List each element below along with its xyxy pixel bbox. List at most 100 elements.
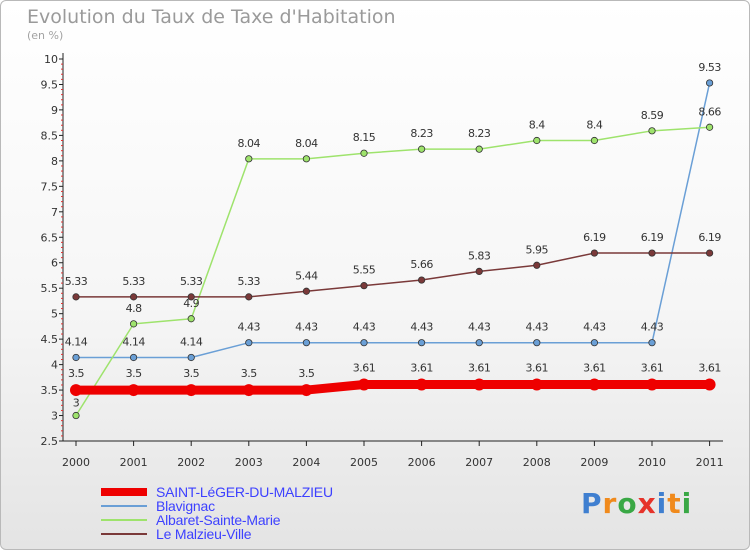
legend-swatch-albaret	[101, 519, 147, 521]
data-point	[648, 249, 656, 257]
legend-label-albaret: Albaret-Sainte-Marie	[156, 512, 281, 528]
data-point	[648, 127, 656, 135]
data-point	[72, 411, 80, 420]
data-point	[588, 378, 601, 391]
data-label: 5.44	[295, 269, 318, 282]
logo-letter: o	[617, 487, 638, 520]
data-point	[417, 145, 426, 153]
data-point	[475, 145, 483, 153]
legend-label-blavignac: Blavignac	[156, 498, 215, 514]
data-point	[302, 287, 310, 295]
x-tick-label: 2004	[292, 456, 320, 469]
data-label: 8.23	[468, 127, 491, 140]
data-point	[187, 315, 195, 323]
data-point	[127, 384, 140, 397]
y-tick-label: 7.5	[41, 180, 59, 193]
data-label: 4.14	[122, 335, 145, 348]
data-label: 3.5	[241, 367, 257, 380]
data-label: 3.61	[698, 361, 721, 374]
data-point	[302, 155, 310, 163]
data-point	[72, 353, 80, 362]
y-tick-label: 8.5	[41, 129, 59, 142]
data-label: 4.8	[126, 302, 142, 315]
data-label: 8.59	[641, 109, 664, 122]
data-point	[70, 384, 82, 397]
data-label: 4.43	[410, 321, 433, 334]
data-label: 3.61	[526, 361, 549, 374]
data-label: 9.53	[698, 61, 721, 74]
y-tick-label: 7	[51, 206, 58, 219]
data-point	[302, 339, 310, 347]
data-label: 3.61	[583, 361, 606, 374]
data-label: 6.19	[641, 231, 664, 244]
x-tick-label: 2002	[177, 456, 205, 469]
series-line-3	[76, 252, 710, 298]
x-tick-label: 2008	[523, 456, 551, 469]
x-tick-label: 2003	[235, 456, 263, 469]
data-label: 3.61	[410, 361, 433, 374]
legend-label-le-malzieu: Le Malzieu-Ville	[156, 526, 252, 542]
data-label: 6.19	[583, 231, 606, 244]
series-line-0	[76, 379, 710, 395]
data-label: 3.5	[68, 367, 84, 380]
data-point	[245, 293, 253, 301]
y-tick-label: 8	[51, 155, 58, 168]
data-point	[473, 378, 486, 391]
data-point	[72, 293, 80, 301]
data-point	[415, 378, 428, 391]
data-point	[358, 378, 370, 391]
data-label: 4.43	[641, 321, 664, 334]
data-point	[703, 378, 716, 391]
data-point	[705, 123, 714, 131]
data-label: 4.14	[180, 335, 203, 348]
data-point	[417, 276, 426, 284]
data-label: 5.33	[180, 275, 203, 288]
x-tick-label: 2007	[465, 456, 493, 469]
data-label: 8.23	[410, 127, 433, 140]
x-tick-label: 2001	[120, 456, 148, 469]
logo-letter: t	[667, 487, 682, 520]
data-label: 4.43	[353, 321, 376, 334]
data-point	[590, 136, 599, 145]
data-point	[417, 339, 426, 347]
logo-letter: x	[637, 487, 657, 520]
data-label: 4.43	[238, 321, 261, 334]
data-point	[130, 293, 138, 301]
y-tick-label: 9	[51, 104, 58, 117]
data-point	[245, 155, 253, 163]
y-tick-label: 5.5	[41, 282, 59, 295]
data-point	[300, 384, 313, 397]
data-point	[530, 378, 543, 391]
logo-letter: P	[581, 487, 603, 520]
data-point	[590, 249, 599, 257]
data-label: 5.95	[526, 243, 549, 256]
data-label: 4.43	[526, 321, 549, 334]
data-label: 3.5	[298, 367, 314, 380]
proxiti-logo: Proxiti	[581, 487, 692, 520]
data-point	[648, 339, 656, 347]
data-label: 8.4	[529, 118, 545, 131]
data-point	[360, 282, 368, 290]
data-label: 8.66	[698, 105, 721, 118]
data-label: 4.43	[295, 321, 318, 334]
x-tick-label: 2006	[408, 456, 436, 469]
x-tick-label: 2000	[62, 456, 90, 469]
data-label: 4.9	[183, 297, 199, 310]
y-tick-label: 6	[51, 257, 58, 270]
data-label: 3.5	[183, 367, 199, 380]
data-label: 5.33	[238, 275, 261, 288]
legend-swatch-le-malzieu	[101, 533, 147, 535]
y-tick-label: 4.5	[41, 333, 59, 346]
data-point	[705, 249, 714, 257]
data-label: 3.61	[641, 361, 664, 374]
x-tick-label: 2009	[580, 456, 608, 469]
legend-label-saint-leger: SAINT-LéGER-DU-MALZIEU	[156, 484, 333, 500]
data-label: 5.66	[410, 258, 433, 271]
data-label: 4.43	[583, 321, 606, 334]
data-point	[130, 353, 138, 362]
y-tick-label: 9.5	[41, 78, 59, 91]
data-point	[187, 353, 195, 362]
data-point	[185, 384, 198, 397]
